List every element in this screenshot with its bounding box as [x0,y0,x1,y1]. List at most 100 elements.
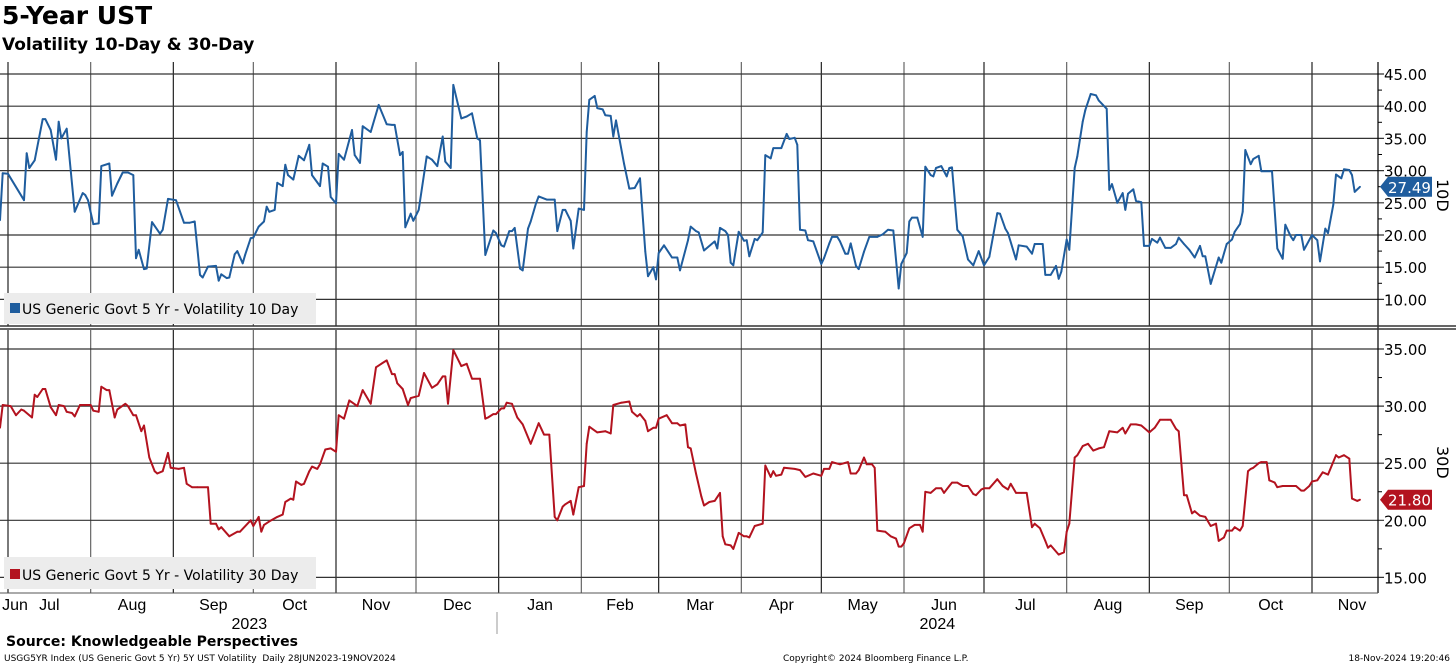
data-point [972,264,975,267]
data-point [508,230,511,233]
data-point [887,228,889,231]
data-point [167,452,169,454]
data-point [348,399,351,402]
data-point [847,252,849,255]
data-point [996,212,999,215]
data-point [1289,485,1292,487]
data-point [892,229,895,232]
data-point [292,178,295,181]
data-point [831,236,833,238]
data-point [63,405,65,407]
y-tick-label: 35.00 [1384,341,1427,359]
data-point [1319,260,1321,263]
data-point [1327,232,1329,235]
x-tick-label: Aug [118,597,146,614]
data-point [1127,192,1129,195]
data-point [324,448,327,451]
data-point [1063,551,1065,554]
data-point [1105,107,1108,110]
data-point [100,385,103,388]
data-point [1175,428,1177,430]
data-point [921,530,924,533]
data-point [153,470,156,473]
data-point [1167,418,1169,421]
data-point [663,244,665,247]
data-point [999,212,1001,215]
data-point [465,362,468,365]
data-point [215,522,217,525]
data-point [535,202,537,205]
data-point [996,478,999,481]
data-point [511,402,513,405]
x-year-label: 2023 [232,616,268,633]
data-point [177,468,180,470]
data-point [108,389,111,391]
data-point [1124,432,1127,435]
data-point [1148,245,1151,247]
data-point [401,388,404,390]
data-point [431,386,433,389]
data-point [1140,424,1143,427]
data-point [1308,485,1311,487]
data-point [911,216,913,219]
data-point [513,227,516,229]
data-point [983,487,985,490]
data-point [127,171,129,174]
data-point [615,119,617,122]
data-point [505,401,508,404]
data-point [695,472,697,475]
data-point [145,267,148,270]
data-point [588,425,591,428]
data-point [33,159,36,162]
data-point [652,426,655,429]
data-point [1260,461,1263,463]
data-point [449,167,452,169]
data-point [57,120,60,123]
data-point [1359,185,1361,188]
data-point [151,221,153,224]
data-point [1033,522,1036,525]
data-point [1089,93,1092,95]
data-point [292,498,295,501]
data-point [812,240,815,243]
data-point [471,377,473,380]
data-point [761,522,764,525]
data-point [1087,442,1089,445]
y-tick-label: 10.00 [1384,291,1427,309]
data-point [980,488,983,491]
x-tick-label: Feb [606,597,634,614]
data-point [217,528,220,531]
data-point [1316,479,1319,482]
data-point [1025,492,1028,494]
data-point [983,264,985,267]
data-point [676,256,679,259]
data-point [1252,466,1255,469]
data-point [655,426,657,429]
data-point [577,486,580,489]
y-tick-label: 30.00 [1384,163,1427,181]
data-point [1281,485,1284,487]
data-point [940,165,943,168]
data-point [895,537,897,540]
data-point [20,408,23,411]
data-point [1183,494,1185,497]
data-point [1129,423,1132,426]
data-point [724,230,727,233]
data-point [84,194,87,197]
data-point [356,405,359,407]
data-point [831,461,833,463]
data-point [132,414,135,417]
data-point [385,123,388,126]
data-point [1,172,4,175]
data-point [737,532,740,534]
data-point [577,207,580,210]
data-point [1055,265,1057,267]
data-point [612,135,615,138]
data-point [839,240,841,243]
data-point [529,220,532,223]
data-point [521,423,524,426]
last-value-tag-shape-10d [1380,176,1432,197]
data-point [471,112,473,115]
data-point [487,416,489,419]
data-point [753,525,756,527]
